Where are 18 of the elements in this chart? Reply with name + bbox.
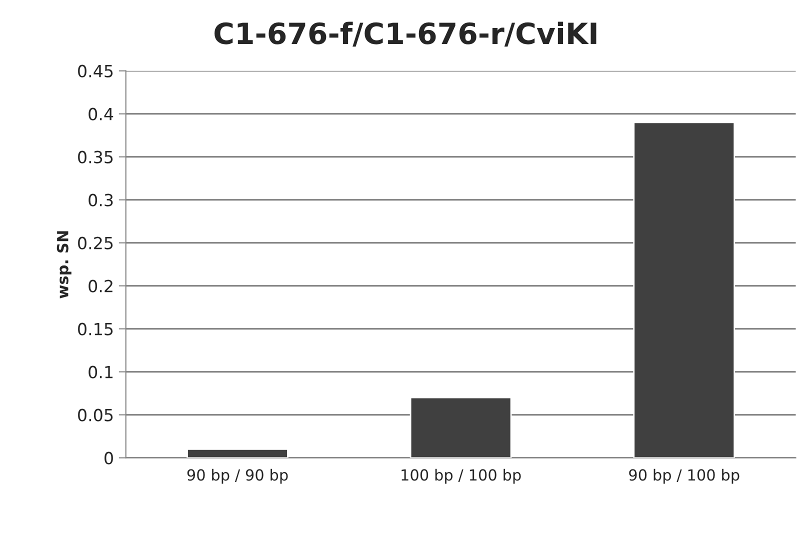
y-tick-label: 0.25 xyxy=(78,236,113,250)
y-tick-label: 0 xyxy=(104,452,113,464)
y-tick-label: 0.05 xyxy=(78,408,113,422)
y-tick-label: 0.45 xyxy=(78,64,113,78)
y-tick-label: 0.4 xyxy=(88,108,114,120)
bar xyxy=(410,396,512,458)
x-tick-label: 90 bp / 90 bp xyxy=(187,468,288,484)
x-tick-label: 90 bp / 100 bp xyxy=(629,468,740,484)
y-tick-label: 0.3 xyxy=(88,194,113,206)
y-tick-label: 0.35 xyxy=(78,150,113,164)
bar xyxy=(186,448,288,458)
bar xyxy=(633,122,736,458)
y-tick-label: 0.15 xyxy=(78,322,113,336)
y-tick-label: 0.1 xyxy=(88,366,113,378)
y-axis-title: wsp. SN xyxy=(56,231,72,298)
y-tick-label: 0.2 xyxy=(88,280,112,292)
chart-title: C1-676-f/C1-676-r/CviKI xyxy=(214,22,596,47)
x-tick-label: 100 bp / 100 bp xyxy=(402,468,521,484)
